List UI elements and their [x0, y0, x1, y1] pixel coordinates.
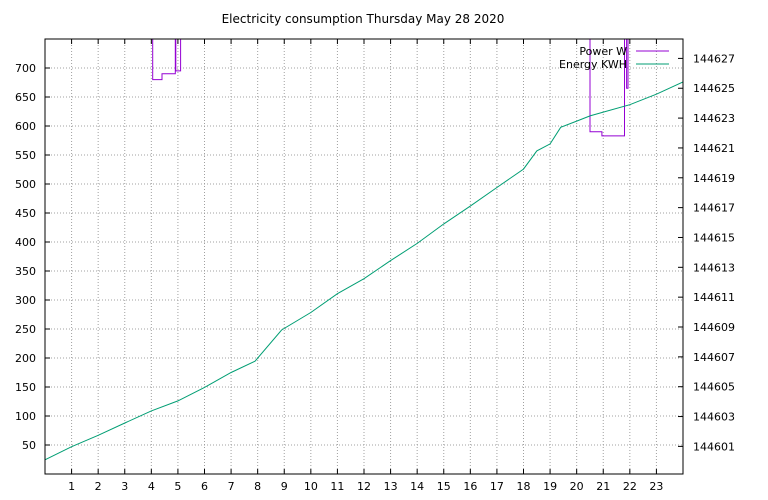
- y-right-tick-label: 144613: [693, 261, 735, 274]
- energy-series-line: [45, 81, 683, 461]
- y-left-tick-label: 200: [15, 352, 36, 365]
- y-right-tick-label: 144621: [693, 142, 735, 155]
- x-tick-label: 10: [304, 480, 318, 493]
- x-tick-label: 7: [228, 480, 235, 493]
- x-tick-label: 9: [281, 480, 288, 493]
- y-left-tick-label: 150: [15, 381, 36, 394]
- legend-label-energy: Energy KWH: [559, 58, 627, 71]
- legend: Power W Energy KWH: [559, 45, 669, 71]
- x-tick-label: 19: [543, 480, 557, 493]
- x-tick-label: 2: [95, 480, 102, 493]
- y-left-tick-label: 600: [15, 120, 36, 133]
- y-right-tick-label: 144605: [693, 381, 735, 394]
- x-tick-label: 1: [68, 480, 75, 493]
- x-tick-label: 13: [384, 480, 398, 493]
- y-right-tick-label: 144601: [693, 440, 735, 453]
- y-left-tick-label: 50: [22, 439, 36, 452]
- x-tick-label: 17: [490, 480, 504, 493]
- y-left-tick-label: 650: [15, 91, 36, 104]
- y-right-tick-label: 144615: [693, 231, 735, 244]
- y-left-tick-label: 300: [15, 294, 36, 307]
- y-left-tick-label: 500: [15, 178, 36, 191]
- y-left-tick-label: 100: [15, 410, 36, 423]
- x-tick-label: 20: [570, 480, 584, 493]
- legend-label-power: Power W: [579, 45, 627, 58]
- x-tick-label: 21: [596, 480, 610, 493]
- x-tick-label: 14: [410, 480, 424, 493]
- y-right-tick-label: 144625: [693, 82, 735, 95]
- axis-ticks: 1 2 3 4 5 6 7 8 9 10 11 12 13 14 15 16 17 18 19 20 21 22 23501…: [15, 39, 735, 493]
- y-left-tick-label: 350: [15, 265, 36, 278]
- x-tick-label: 11: [330, 480, 344, 493]
- y-left-tick-label: 400: [15, 236, 36, 249]
- x-tick-label: 8: [254, 480, 261, 493]
- x-tick-label: 5: [174, 480, 181, 493]
- x-tick-label: 12: [357, 480, 371, 493]
- y-left-tick-label: 700: [15, 62, 36, 75]
- x-tick-label: 3: [121, 480, 128, 493]
- y-right-tick-label: 144609: [693, 321, 735, 334]
- y-right-tick-label: 144607: [693, 351, 735, 364]
- chart-title: Electricity consumption Thursday May 28 …: [222, 12, 505, 26]
- y-right-tick-label: 144611: [693, 291, 735, 304]
- y-left-tick-label: 550: [15, 149, 36, 162]
- power-series-line: [152, 39, 629, 137]
- x-tick-label: 23: [649, 480, 663, 493]
- y-left-tick-label: 250: [15, 323, 36, 336]
- x-tick-label: 16: [463, 480, 477, 493]
- grid-lines: [45, 39, 683, 474]
- y-right-tick-label: 144619: [693, 172, 735, 185]
- y-right-tick-label: 144617: [693, 202, 735, 215]
- x-tick-label: 15: [437, 480, 451, 493]
- x-tick-label: 18: [517, 480, 531, 493]
- x-tick-label: 4: [148, 480, 155, 493]
- y-left-tick-label: 450: [15, 207, 36, 220]
- x-tick-label: 22: [623, 480, 637, 493]
- y-right-tick-label: 144603: [693, 411, 735, 424]
- y-right-tick-label: 144627: [693, 52, 735, 65]
- x-tick-label: 6: [201, 480, 208, 493]
- series-layer: [45, 39, 683, 461]
- y-right-tick-label: 144623: [693, 112, 735, 125]
